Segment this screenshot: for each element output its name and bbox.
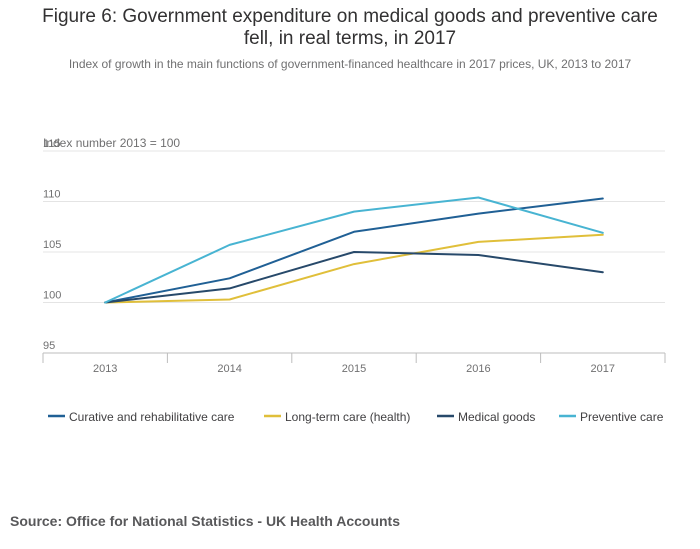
legend-label-long-term-care-health: Long-term care (health) — [285, 410, 410, 424]
chart-title-line-2: fell, in real terms, in 2017 — [243, 28, 457, 49]
series-line-long-term-care-health — [104, 233, 604, 304]
y-tick-label: 110 — [43, 189, 61, 201]
legend-label-preventive-care: Preventive care — [580, 410, 664, 424]
legend-label-medical-goods: Medical goods — [458, 410, 535, 424]
y-tick-label: 115 — [43, 138, 61, 150]
legend: Curative and rehabilitative care Long-ter… — [48, 410, 664, 424]
chart-subtitle: Index of growth in the main functions of… — [68, 57, 632, 71]
gridlines — [43, 150, 665, 303]
y-axis-label: Index number 2013 = 100 — [43, 136, 180, 150]
legend-label-curative-and-rehabilitative-care: Curative and rehabilitative care — [69, 410, 235, 424]
x-tick-label: 2014 — [217, 363, 241, 375]
y-tick-label: 100 — [43, 290, 61, 302]
x-tick-label: 2013 — [93, 363, 117, 375]
series-line-medical-goods — [104, 251, 604, 304]
series-line-preventive-care — [104, 196, 604, 304]
x-tick-label: 2015 — [342, 363, 366, 375]
chart-title: Figure 6: Government expenditure on medi… — [0, 6, 700, 50]
x-tick-label: 2017 — [591, 363, 615, 375]
series-lines — [104, 196, 604, 304]
chart-title-line-1: Figure 6: Government expenditure on medi… — [42, 6, 658, 27]
axes: 95 100 105 110 115 2013 2014 2015 2016 2017 — [42, 138, 666, 375]
series-line-curative-and-rehabilitative-care — [104, 197, 604, 304]
x-tick-label: 2016 — [466, 363, 490, 375]
y-tick-label: 95 — [43, 340, 55, 352]
source-note: Source: Office for National Statistics -… — [10, 513, 400, 529]
y-tick-label: 105 — [43, 239, 61, 251]
